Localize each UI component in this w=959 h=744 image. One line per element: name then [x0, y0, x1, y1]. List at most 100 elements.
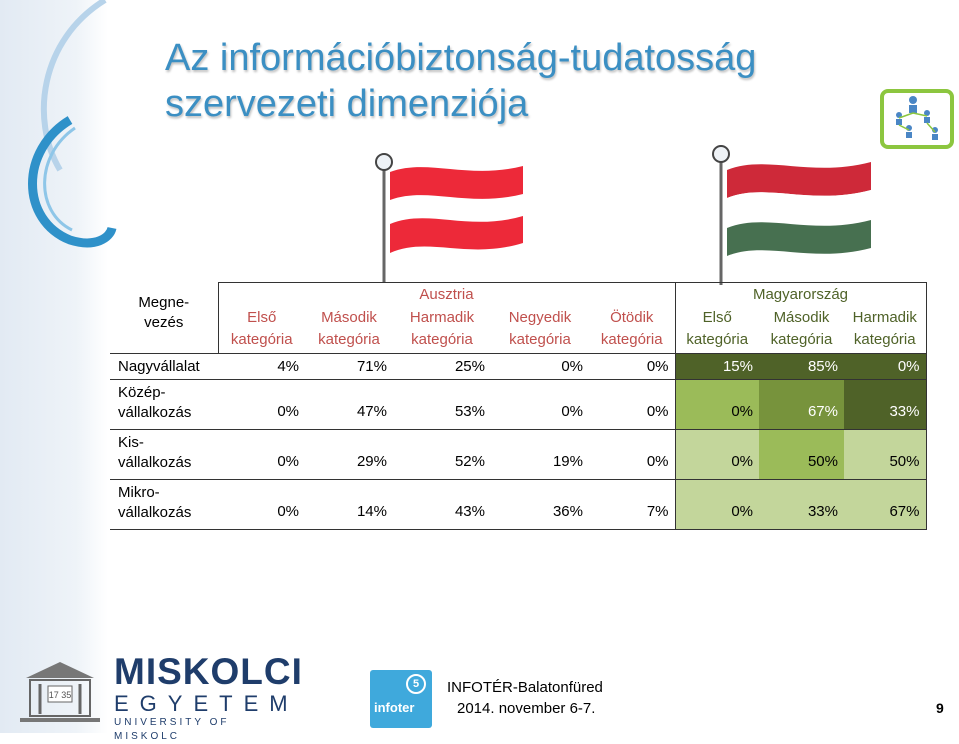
row-label-line-2: vállalkozás: [118, 454, 192, 471]
table-cell: 67%: [844, 479, 927, 530]
university-en: UNIVERSITY OF MISKOLC: [114, 717, 230, 742]
corner-label-line-1: Megne-: [138, 293, 190, 311]
column-header-line-2: kategória: [411, 331, 473, 348]
row-label-line-1: Mikro-: [118, 484, 160, 501]
column-header: Harmadik kategória: [393, 307, 491, 354]
network-people-icon: [880, 89, 954, 149]
table-cell: 4%: [277, 358, 299, 375]
row-label-line-1: Közép-: [118, 384, 166, 401]
infoter-logo-text: infoter: [374, 700, 415, 715]
table-cell: 0%: [277, 453, 299, 470]
title-line-1: Az információbiztonság-tudatosság: [165, 37, 757, 79]
column-header-line-1: Második: [321, 309, 377, 326]
table-row: Közép-vállalkozás 0% 47% 53% 0% 0% 0% 67% 33%: [110, 379, 927, 430]
sidebar-background: [0, 0, 108, 733]
column-header-line-1: Harmadik: [409, 309, 475, 326]
column-header-line-1: Első: [702, 309, 732, 326]
table-cell: 19%: [552, 453, 583, 470]
row-label: Kis-vállalkozás: [110, 430, 218, 480]
column-header-line-1: Első: [247, 309, 277, 326]
table-cell: 0%: [844, 353, 927, 380]
event-date: 2014. november 6-7.: [457, 700, 596, 717]
column-header-line-1: Második: [773, 309, 830, 326]
table-cell: 43%: [454, 503, 485, 520]
column-header-line-2: kategória: [230, 331, 293, 348]
decorative-swirl: [28, 0, 117, 248]
row-label: Közép-vállalkozás: [110, 380, 218, 430]
table-cell: 0%: [277, 503, 299, 520]
column-header-line-2: kategória: [318, 331, 380, 348]
table-cell: 0%: [561, 358, 583, 375]
row-label-line-1: Nagyvállalat: [118, 358, 200, 375]
table-cell: 0%: [561, 403, 583, 420]
row-label-line-1: Kis-: [118, 434, 144, 451]
table-cell: 29%: [356, 453, 387, 470]
column-header-row: Első kategória Második kategória Harmadik kat…: [110, 307, 927, 354]
column-header: Első kategória: [674, 307, 759, 354]
table-cell: 53%: [454, 403, 485, 420]
infoter-logo: 5 infoter: [370, 670, 432, 728]
austria-group-header: Ausztria: [217, 282, 675, 307]
comparison-table: Megne- vezés Ausztria Magyarország Első k…: [110, 282, 927, 530]
seal-year-text: 17 35: [49, 690, 72, 700]
column-header-line-1: Ötödik: [610, 309, 654, 326]
table-cell: 50%: [759, 429, 844, 480]
column-header-line-2: kategória: [509, 331, 571, 348]
university-seal-icon: 17 35: [20, 662, 100, 722]
column-header: Második kategória: [759, 307, 844, 354]
event-name: INFOTÉR-Balatonfüred: [447, 679, 603, 696]
row-label-line-2: vállalkozás: [118, 504, 192, 521]
event-info: INFOTÉR-Balatonfüred 2014. november 6-7.: [447, 677, 603, 719]
corner-header-cell: Megne- vezés: [110, 283, 218, 354]
table-cell: 0%: [277, 403, 299, 420]
row-label: Mikro-vállalkozás: [110, 480, 218, 530]
university-sub: EGYETEM: [114, 691, 299, 716]
column-header-line-1: Harmadik: [852, 309, 917, 326]
column-header-line-2: kategória: [600, 331, 663, 348]
table-cell: 52%: [454, 453, 485, 470]
table-cell: 33%: [844, 379, 927, 430]
column-header-line-2: kategória: [853, 331, 916, 348]
row-label-line-2: vállalkozás: [118, 404, 192, 421]
table-row: Kis-vállalkozás 0% 29% 52% 19% 0% 0% 50% 50%: [110, 429, 927, 480]
column-header: Harmadik kategória: [844, 307, 927, 354]
austria-flag-icon: [375, 153, 523, 282]
table-cell: 14%: [356, 503, 387, 520]
table-row: Mikro-vállalkozás 0% 14% 43% 36% 7% 0% 33% 67%: [110, 479, 927, 530]
column-header-line-2: kategória: [770, 331, 833, 348]
column-header: Második kategória: [305, 307, 393, 354]
table-cell: 0%: [646, 403, 669, 420]
table-body: Nagyvállalat 4% 71% 25% 0% 0% 15% 85% 0% Közép-vá…: [110, 353, 927, 530]
table-cell: 0%: [674, 479, 759, 530]
page-number: 9: [936, 700, 944, 716]
table-cell: 67%: [759, 379, 844, 430]
table-cell: 71%: [356, 358, 387, 375]
title-line-2: szervezeti dimenziója: [165, 83, 529, 125]
corner-label-line-2: vezés: [144, 313, 184, 331]
hungary-flag-icon: [712, 145, 871, 285]
table-cell: 7%: [646, 503, 669, 520]
table-cell: 0%: [646, 358, 669, 375]
table-cell: 47%: [356, 403, 387, 420]
table-cell: 0%: [674, 429, 759, 480]
university-name: MISKOLCI: [114, 651, 303, 692]
table-cell: 50%: [844, 429, 927, 480]
page-title: Az információbiztonság-tudatosság szerve…: [165, 35, 925, 127]
table-cell: 85%: [759, 353, 844, 380]
table-cell: 0%: [674, 379, 759, 430]
table-cell: 0%: [646, 453, 669, 470]
row-label: Nagyvállalat: [110, 354, 218, 380]
column-header: Ötödik kategória: [589, 307, 675, 354]
table-cell: 36%: [552, 503, 583, 520]
column-header-line-2: kategória: [686, 331, 749, 348]
column-header-line-1: Negyedik: [508, 309, 572, 326]
university-logo: MISKOLCI EGYETEM UNIVERSITY OF MISKOLC: [114, 651, 303, 744]
infoter-badge: 5: [406, 674, 426, 694]
table-header-row: Megne- vezés Ausztria Magyarország: [110, 282, 927, 331]
table-cell: 33%: [759, 479, 844, 530]
column-header: Első kategória: [217, 307, 305, 354]
table-row: Nagyvállalat 4% 71% 25% 0% 0% 15% 85% 0%: [110, 353, 927, 380]
table-cell: 15%: [674, 353, 759, 380]
hungary-group-header: Magyarország: [674, 282, 927, 307]
table-cell: 25%: [454, 358, 485, 375]
